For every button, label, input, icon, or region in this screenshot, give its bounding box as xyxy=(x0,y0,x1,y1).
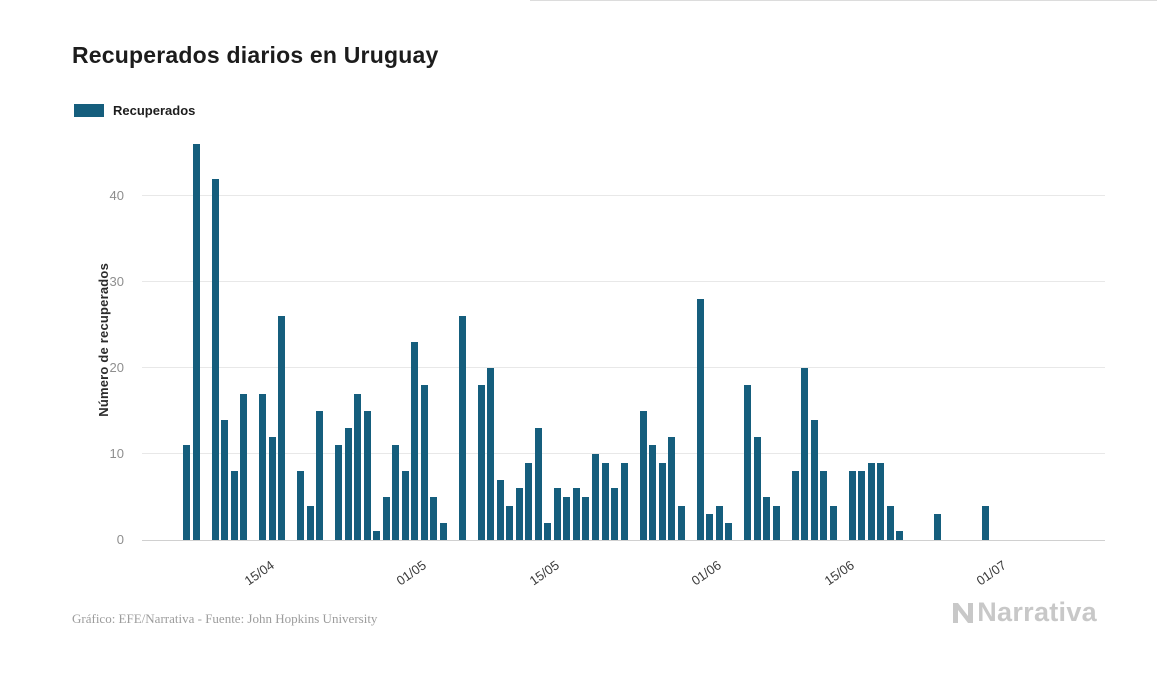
gridline xyxy=(142,281,1105,283)
bar xyxy=(801,368,809,540)
bar xyxy=(515,488,523,540)
x-tick-label: 15/06 xyxy=(821,557,857,589)
bar xyxy=(867,462,875,540)
top-divider xyxy=(530,0,1157,1)
bar xyxy=(934,514,942,540)
bar xyxy=(506,505,514,540)
y-tick-label: 0 xyxy=(116,532,124,547)
bar xyxy=(183,445,191,540)
gridline xyxy=(142,195,1105,197)
bar xyxy=(572,488,580,540)
gridline xyxy=(142,453,1105,455)
bar xyxy=(668,436,676,540)
bar xyxy=(725,522,733,540)
bar xyxy=(354,393,362,540)
bar xyxy=(344,428,352,540)
y-axis-ticks: 0 10 20 30 40 xyxy=(0,140,132,547)
bar xyxy=(810,419,818,540)
legend: Recuperados xyxy=(74,103,195,118)
bar xyxy=(240,393,248,540)
bar xyxy=(829,505,837,540)
bar xyxy=(896,531,904,540)
bar xyxy=(620,462,628,540)
bar xyxy=(639,411,647,540)
x-tick-label: 15/04 xyxy=(241,557,277,589)
bar xyxy=(430,497,438,540)
bar xyxy=(316,411,324,540)
bar xyxy=(582,497,590,540)
bar xyxy=(259,393,267,540)
bar xyxy=(534,428,542,540)
bar xyxy=(611,488,619,540)
bar xyxy=(706,514,714,540)
bar xyxy=(382,497,390,540)
bar xyxy=(753,436,761,540)
x-tick-label: 01/07 xyxy=(973,557,1009,589)
bar xyxy=(544,522,552,540)
bar xyxy=(477,385,485,540)
narrativa-wordmark: Narrativa xyxy=(977,597,1097,627)
bar xyxy=(981,505,989,540)
bar xyxy=(363,411,371,540)
bar xyxy=(439,522,447,540)
bar xyxy=(658,462,666,540)
bar xyxy=(230,471,238,540)
bar xyxy=(221,419,229,540)
bar xyxy=(420,385,428,540)
bar xyxy=(306,505,314,540)
bar xyxy=(877,462,885,540)
x-tick-label: 01/05 xyxy=(393,557,429,589)
legend-swatch xyxy=(74,104,104,117)
bar xyxy=(715,505,723,540)
x-axis-line xyxy=(142,539,1105,541)
bar xyxy=(886,505,894,540)
plot-area xyxy=(142,140,1105,541)
legend-label: Recuperados xyxy=(113,103,196,118)
bar xyxy=(601,462,609,540)
bar xyxy=(373,531,381,540)
bar xyxy=(392,445,400,540)
bar xyxy=(677,505,685,540)
bar xyxy=(820,471,828,540)
bar xyxy=(563,497,571,540)
gridline xyxy=(142,367,1105,369)
x-tick-label: 01/06 xyxy=(688,557,724,589)
bar xyxy=(211,178,219,540)
bar xyxy=(487,368,495,540)
bar xyxy=(744,385,752,540)
chart-title: Recuperados diarios en Uruguay xyxy=(72,42,439,68)
bar xyxy=(278,316,286,540)
bar xyxy=(553,488,561,540)
bar xyxy=(268,436,276,540)
narrativa-logo: Narrativa xyxy=(950,597,1097,628)
bar xyxy=(591,454,599,540)
y-tick-label: 30 xyxy=(109,273,124,289)
bar xyxy=(192,144,200,540)
bar xyxy=(401,471,409,540)
bar xyxy=(763,497,771,540)
narrativa-n-icon xyxy=(953,602,974,623)
x-tick-label: 15/05 xyxy=(526,557,562,589)
bar xyxy=(335,445,343,540)
bar xyxy=(696,299,704,540)
bar xyxy=(791,471,799,540)
bar xyxy=(858,471,866,540)
bar xyxy=(458,316,466,540)
bar xyxy=(848,471,856,540)
bar xyxy=(297,471,305,540)
source-credit: Gráfico: EFE/Narrativa - Fuente: John Ho… xyxy=(72,611,378,626)
bar xyxy=(496,479,504,540)
bar xyxy=(411,342,419,540)
bar xyxy=(649,445,657,540)
y-tick-label: 10 xyxy=(109,445,124,461)
bar xyxy=(525,462,533,540)
bar xyxy=(772,505,780,540)
y-tick-label: 40 xyxy=(109,187,124,203)
y-tick-label: 20 xyxy=(109,359,124,375)
